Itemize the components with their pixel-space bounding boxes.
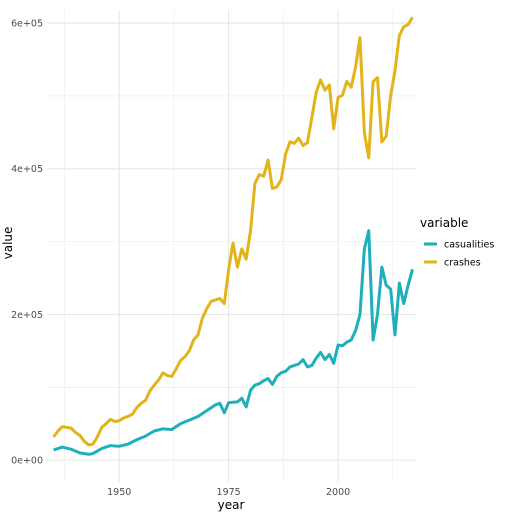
y-axis-title: value: [1, 227, 15, 260]
y-tick-label: 4e+05: [11, 164, 43, 175]
x-tick-label: 1975: [217, 487, 241, 498]
x-tick-label: 1950: [107, 487, 131, 498]
legend-items: casualities crashes: [422, 236, 494, 271]
legend-label-crashes: crashes: [444, 258, 481, 269]
x-axis-title: year: [218, 498, 245, 512]
legend: variable casualities crashes: [420, 216, 494, 271]
series-lines: [52, 16, 414, 456]
series-line-crashes: [52, 16, 414, 447]
major-gridlines: [47, 10, 416, 482]
y-axis-tick-labels: 0e+00 2e+05 4e+05 6e+05: [11, 18, 43, 466]
legend-label-casualities: casualities: [444, 240, 494, 251]
x-tick-label: 2000: [326, 487, 350, 498]
y-tick-label: 6e+05: [11, 18, 43, 29]
legend-title: variable: [420, 216, 468, 230]
y-tick-label: 0e+00: [11, 455, 43, 466]
y-tick-label: 2e+05: [11, 310, 43, 321]
series-line-casualities: [53, 229, 414, 456]
x-axis-tick-labels: 1950 1975 2000: [107, 487, 350, 498]
